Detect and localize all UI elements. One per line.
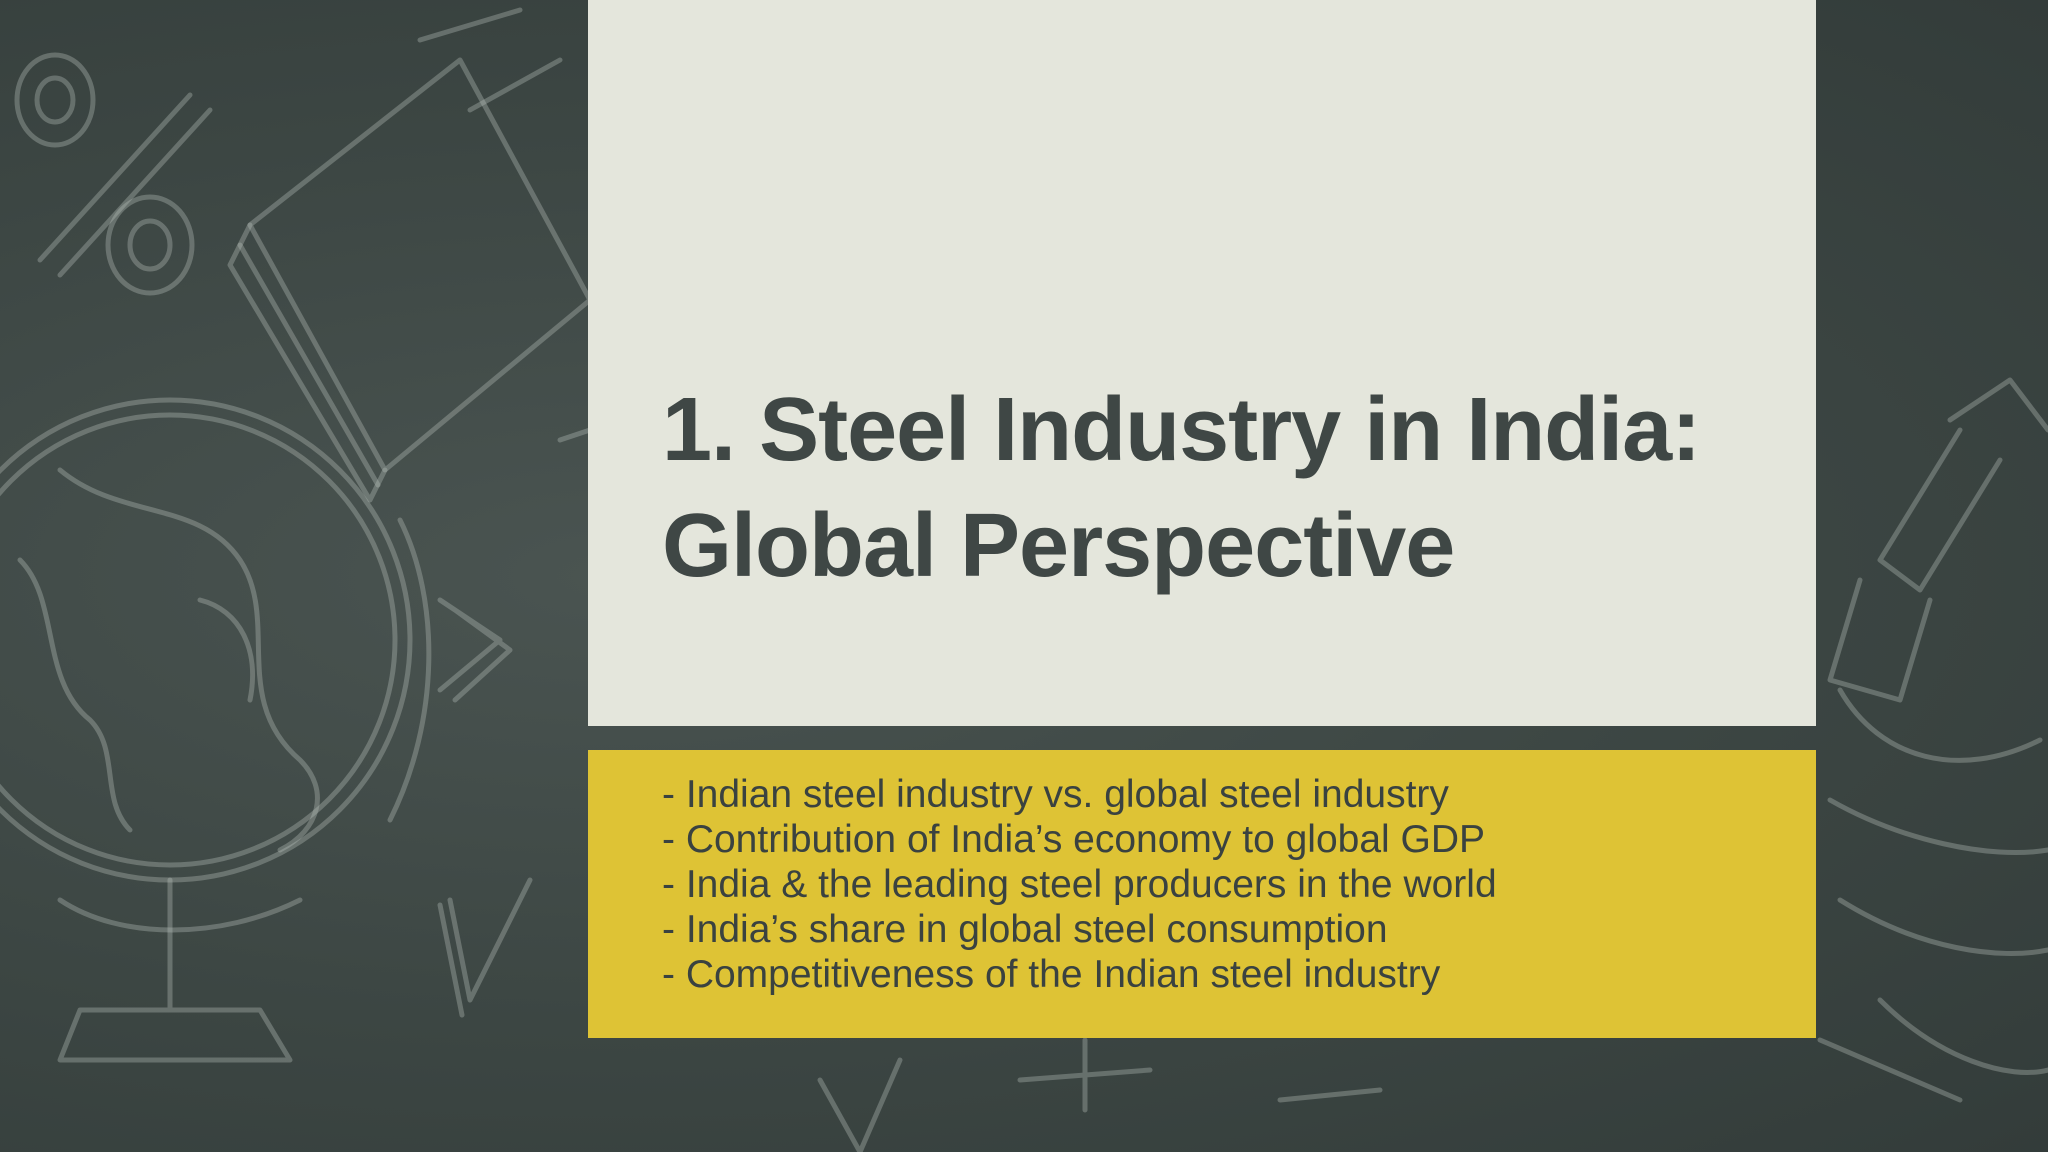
subtitle-panel: - Indian steel industry vs. global steel… xyxy=(588,750,1816,1038)
bullet-list: - Indian steel industry vs. global steel… xyxy=(662,772,1816,997)
bullet-item: - Contribution of India’s economy to glo… xyxy=(662,818,1486,861)
bullet-item: - Indian steel industry vs. global steel… xyxy=(662,773,1449,816)
title-panel: 1. Steel Industry in India: Global Persp… xyxy=(588,0,1816,726)
percent-doodle-icon xyxy=(14,52,213,296)
bullet-item: - India’s share in global steel consumpt… xyxy=(662,908,1388,951)
slide-title: 1. Steel Industry in India: Global Persp… xyxy=(662,380,1701,596)
bullet-item: - India & the leading steel producers in… xyxy=(662,863,1497,906)
microscope-doodle-icon xyxy=(1817,377,2048,1103)
globe-doodle-icon xyxy=(0,397,432,1063)
math-symbols-doodle-icon xyxy=(437,427,1383,1152)
bullet-item: - Competitiveness of the Indian steel in… xyxy=(662,953,1441,996)
